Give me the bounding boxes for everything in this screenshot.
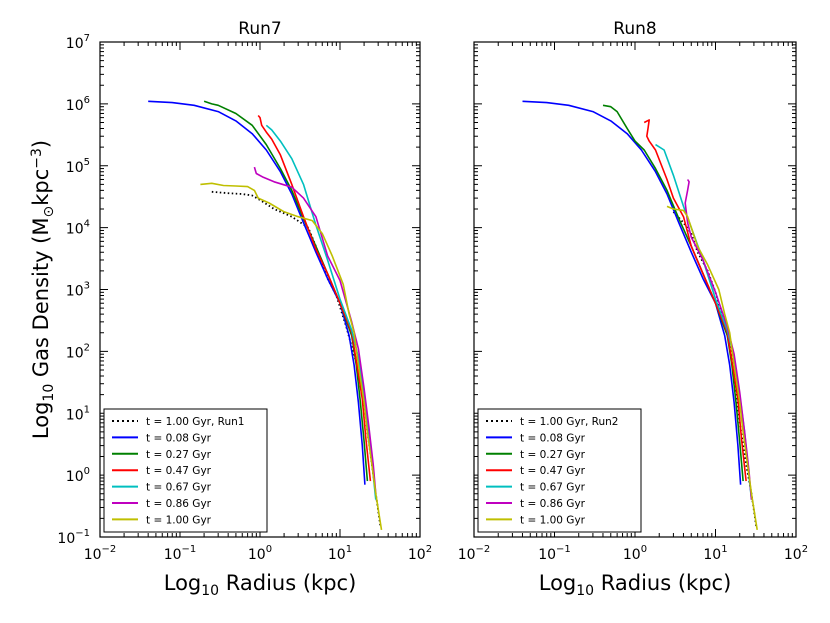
y-tick-label: 104 <box>66 219 90 238</box>
series-line <box>200 182 383 531</box>
x-tick-label: 10−1 <box>164 544 197 563</box>
x-axis-label: Log10 Radius (kpc) <box>539 571 732 599</box>
legend-label: t = 1.00 Gyr <box>520 514 586 526</box>
x-tick-label: 100 <box>248 544 272 563</box>
x-tick-label: 102 <box>408 544 432 563</box>
y-tick-label: 103 <box>66 281 90 300</box>
legend-label: t = 0.86 Gyr <box>146 498 212 510</box>
legend-label: t = 1.00 Gyr, Run1 <box>146 416 244 428</box>
legend-label: t = 0.86 Gyr <box>520 498 586 510</box>
x-axis-label: Log10 Radius (kpc) <box>164 571 357 599</box>
series-line <box>253 166 377 494</box>
legend-label: t = 0.67 Gyr <box>146 482 212 494</box>
chart-title: Run7 <box>238 19 281 39</box>
y-tick-label: 105 <box>66 157 90 176</box>
x-tick-label: 101 <box>703 544 727 563</box>
x-tick-label: 10−2 <box>458 544 491 563</box>
y-tick-label: 107 <box>66 33 90 52</box>
legend: t = 1.00 Gyr, Run2 t = 0.08 Gyr t = 0.27 G… <box>477 408 642 533</box>
x-tick-label: 100 <box>623 544 647 563</box>
x-tick-label: 10−2 <box>84 544 117 563</box>
chart-title: Run8 <box>613 19 656 39</box>
legend-label: t = 0.47 Gyr <box>520 465 586 477</box>
legend-label: t = 0.27 Gyr <box>520 449 586 461</box>
series-line <box>672 211 758 527</box>
y-tick-label: 106 <box>66 95 90 114</box>
x-tick-label: 101 <box>328 544 352 563</box>
y-tick-label: 10−1 <box>57 528 90 547</box>
series-line <box>148 100 366 485</box>
series-line <box>643 119 747 482</box>
y-tick-label: 101 <box>66 404 90 423</box>
series-group <box>148 100 383 531</box>
plot-frame <box>99 41 421 538</box>
y-axis-label: Log10 Gas Density (M⊙kpc−3) <box>29 140 57 439</box>
series-group <box>522 100 758 531</box>
series-line <box>257 114 372 482</box>
plot-frame <box>473 41 797 538</box>
legend-label: t = 0.08 Gyr <box>146 432 212 444</box>
series-line <box>684 179 753 500</box>
chart-panel-2: 10−2 10−1 100 101 102 Run8 Log10 Radius (kpc) t… <box>458 19 808 599</box>
x-tick-label: 102 <box>784 544 808 563</box>
legend-label: t = 0.67 Gyr <box>520 482 586 494</box>
legend-label: t = 0.27 Gyr <box>146 449 212 461</box>
series-line <box>666 205 758 531</box>
y-tick-label: 100 <box>66 466 90 485</box>
series-line <box>265 124 377 500</box>
chart-panel-1: 10−2 10−1 100 101 10210−11001011021031041051… <box>29 19 432 599</box>
legend-label: t = 1.00 Gyr, Run2 <box>520 416 618 428</box>
legend-label: t = 0.47 Gyr <box>146 465 212 477</box>
x-tick-label: 10−1 <box>538 544 571 563</box>
legend: t = 1.00 Gyr, Run1 t = 0.08 Gyr t = 0.27 G… <box>103 408 268 533</box>
y-tick-label: 102 <box>66 342 90 361</box>
legend-label: t = 1.00 Gyr <box>146 514 212 526</box>
legend-label: t = 0.08 Gyr <box>520 432 586 444</box>
series-line <box>602 104 744 482</box>
